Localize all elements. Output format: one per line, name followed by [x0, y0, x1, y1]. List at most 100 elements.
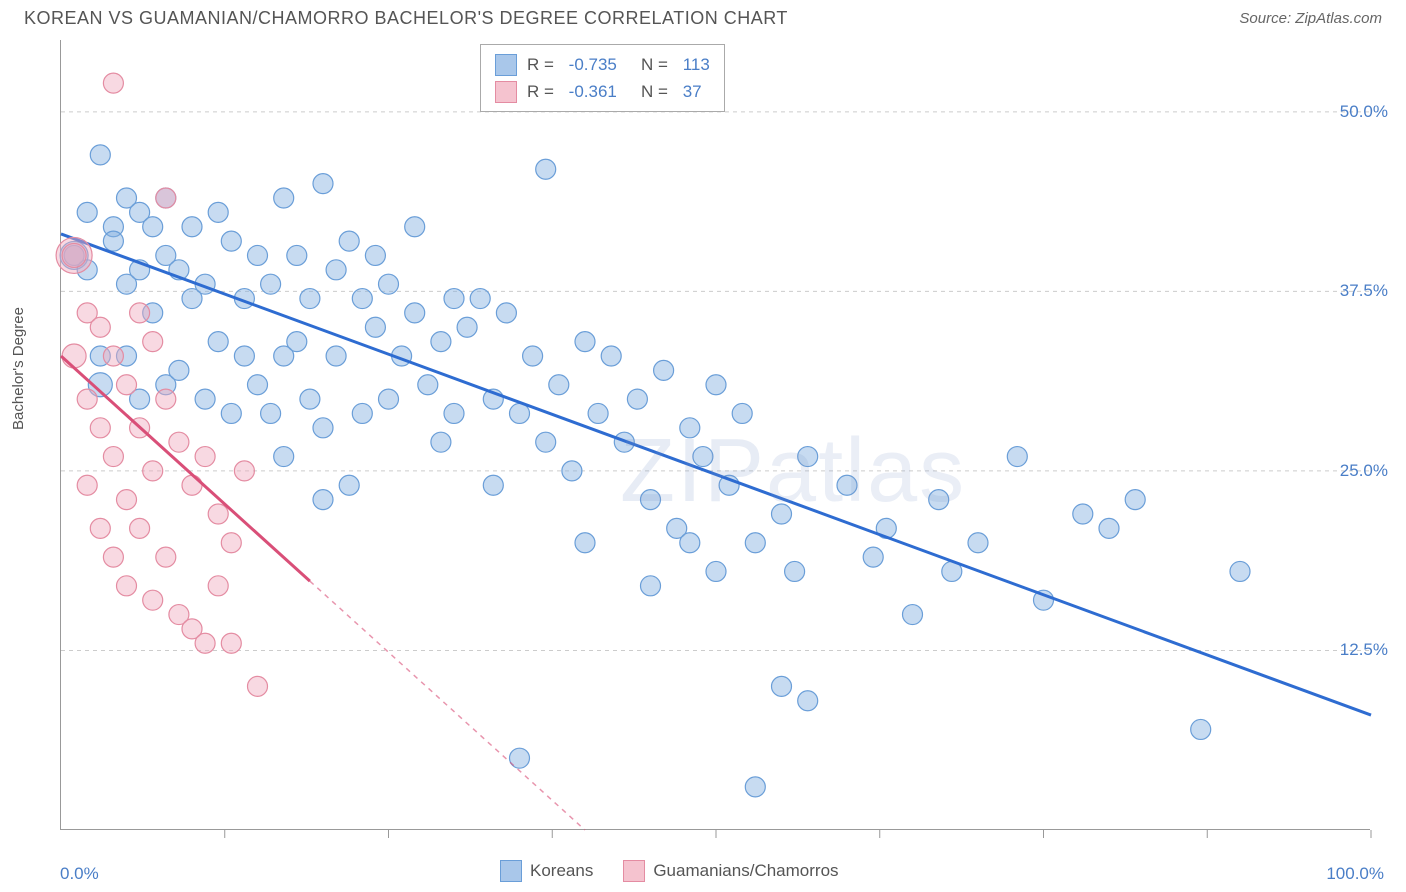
data-point	[1073, 504, 1093, 524]
data-point	[536, 159, 556, 179]
data-point	[365, 245, 385, 265]
data-point	[77, 202, 97, 222]
y-tick-label: 12.5%	[1340, 640, 1388, 660]
data-point	[143, 332, 163, 352]
data-point	[248, 375, 268, 395]
legend-label: Guamanians/Chamorros	[653, 861, 838, 881]
data-point	[221, 633, 241, 653]
data-point	[248, 676, 268, 696]
data-point	[654, 360, 674, 380]
data-point	[641, 490, 661, 510]
data-point	[444, 289, 464, 309]
legend-row: R = -0.735 N = 113	[495, 51, 710, 78]
data-point	[1125, 490, 1145, 510]
data-point	[903, 605, 923, 625]
data-point	[523, 346, 543, 366]
data-point	[208, 576, 228, 596]
x-tick-label: 0.0%	[60, 864, 99, 884]
legend-swatch	[500, 860, 522, 882]
data-point	[103, 447, 123, 467]
data-point	[287, 245, 307, 265]
data-point	[221, 403, 241, 423]
data-point	[641, 576, 661, 596]
data-point	[365, 317, 385, 337]
data-point	[483, 475, 503, 495]
data-point	[863, 547, 883, 567]
data-point	[208, 332, 228, 352]
data-point	[575, 533, 595, 553]
data-point	[62, 344, 86, 368]
legend-r-value: -0.735	[569, 51, 617, 78]
data-point	[339, 475, 359, 495]
data-point	[929, 490, 949, 510]
data-point	[195, 389, 215, 409]
data-point	[588, 403, 608, 423]
data-point	[208, 202, 228, 222]
data-point	[234, 461, 254, 481]
data-point	[352, 403, 372, 423]
correlation-legend: R = -0.735 N = 113R = -0.361 N = 37	[480, 44, 725, 112]
data-point	[261, 403, 281, 423]
data-point	[549, 375, 569, 395]
data-point	[772, 504, 792, 524]
data-point	[195, 447, 215, 467]
data-point	[117, 490, 137, 510]
data-point	[103, 231, 123, 251]
data-point	[601, 346, 621, 366]
data-point	[444, 403, 464, 423]
data-point	[313, 174, 333, 194]
data-point	[90, 145, 110, 165]
data-point	[287, 332, 307, 352]
legend-r-label: R =	[527, 51, 559, 78]
data-point	[379, 274, 399, 294]
data-point	[143, 217, 163, 237]
data-point	[62, 243, 86, 267]
data-point	[156, 547, 176, 567]
legend-row: R = -0.361 N = 37	[495, 78, 710, 105]
scatter-svg	[61, 40, 1370, 829]
data-point	[103, 346, 123, 366]
data-point	[562, 461, 582, 481]
data-point	[313, 418, 333, 438]
data-point	[130, 303, 150, 323]
data-point	[90, 317, 110, 337]
source-value: ZipAtlas.com	[1295, 10, 1382, 27]
data-point	[274, 447, 294, 467]
legend-swatch	[623, 860, 645, 882]
chart-plot-area	[60, 40, 1370, 830]
data-point	[352, 289, 372, 309]
legend-item: Guamanians/Chamorros	[623, 860, 838, 882]
x-tick-label: 100.0%	[1326, 864, 1384, 884]
data-point	[496, 303, 516, 323]
data-point	[772, 676, 792, 696]
data-point	[221, 533, 241, 553]
data-point	[575, 332, 595, 352]
data-point	[234, 346, 254, 366]
data-point	[732, 403, 752, 423]
data-point	[143, 461, 163, 481]
data-point	[470, 289, 490, 309]
data-point	[431, 432, 451, 452]
data-point	[169, 432, 189, 452]
source-label: Source:	[1239, 10, 1295, 27]
legend-n-label: N =	[627, 78, 673, 105]
data-point	[418, 375, 438, 395]
data-point	[169, 360, 189, 380]
data-point	[405, 217, 425, 237]
data-point	[680, 533, 700, 553]
data-point	[182, 217, 202, 237]
data-point	[680, 418, 700, 438]
trend-line	[61, 356, 310, 581]
legend-r-label: R =	[527, 78, 559, 105]
data-point	[313, 490, 333, 510]
legend-swatch	[495, 54, 517, 76]
data-point	[968, 533, 988, 553]
data-point	[706, 561, 726, 581]
data-point	[326, 260, 346, 280]
y-tick-label: 37.5%	[1340, 281, 1388, 301]
data-point	[693, 447, 713, 467]
data-point	[103, 547, 123, 567]
data-point	[77, 389, 97, 409]
source: Source: ZipAtlas.com	[1239, 10, 1382, 28]
legend-swatch	[495, 81, 517, 103]
